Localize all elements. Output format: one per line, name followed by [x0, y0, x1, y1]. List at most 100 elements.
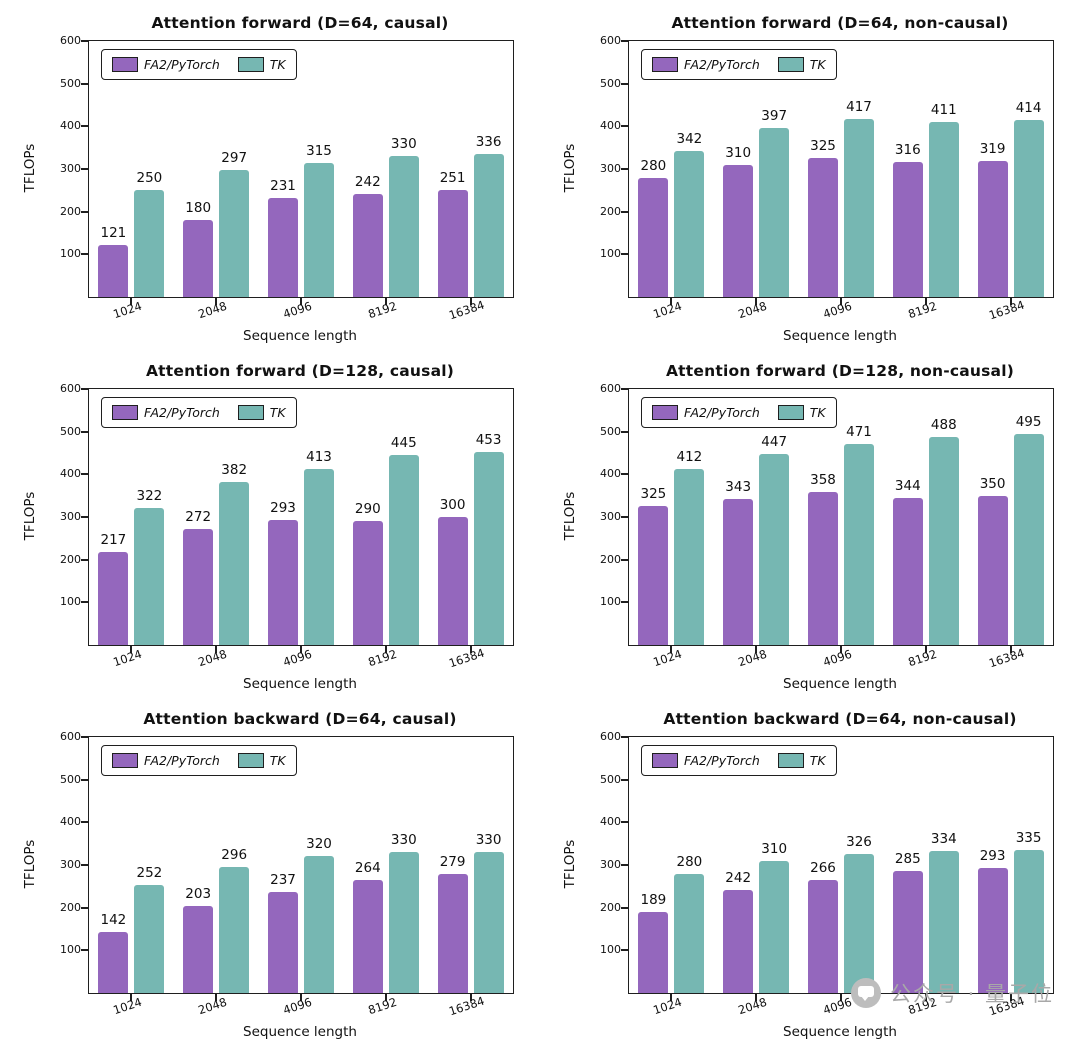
bar-value-label: 414: [1015, 100, 1042, 117]
y-tick-mark: [81, 210, 89, 213]
y-tick-label: 100: [60, 943, 81, 957]
y-tick-mark: [621, 558, 629, 561]
y-tick-mark: [621, 388, 629, 390]
x-tick-mark: [755, 645, 758, 653]
x-tick-mark: [1009, 297, 1012, 305]
bar-tk: [473, 153, 504, 297]
legend-swatch-fa2: [652, 405, 678, 420]
chart-attention-backward-d64-causal: Attention backward (D=64, causal) TFLOPs…: [0, 698, 540, 1046]
bar-fa2-pytorch: [268, 520, 298, 645]
bar-value-label: 336: [475, 133, 502, 150]
bar-tk: [1013, 433, 1044, 645]
y-tick-label: 100: [600, 247, 621, 261]
x-tick-label: 16384: [986, 297, 1026, 323]
y-tick-mark: [621, 864, 629, 866]
legend-swatch-tk: [237, 753, 264, 768]
bar-fa2-pytorch: [977, 160, 1008, 297]
bar-tk: [134, 190, 165, 297]
legend-label-tk: TK: [809, 57, 826, 72]
bar-tk: [473, 852, 504, 993]
x-tick-mark: [840, 645, 842, 653]
speech-bubble-body: [857, 986, 874, 997]
bar-value-label: 310: [761, 840, 788, 857]
bar-value-label: 320: [306, 836, 332, 853]
y-tick-label: 300: [60, 510, 81, 523]
y-tick-label: 600: [60, 34, 81, 47]
bar-fa2-pytorch: [437, 873, 468, 993]
x-tick-label: 1024: [111, 298, 144, 322]
bar-value-label: 300: [439, 497, 466, 513]
bar-value-label: 495: [1015, 413, 1042, 430]
legend: FA2/PyTorch TK: [641, 49, 837, 80]
y-tick-label: 600: [60, 382, 81, 395]
y-tick-mark: [81, 558, 89, 561]
bar-tk: [388, 455, 419, 645]
bar-tk: [1013, 850, 1044, 993]
legend-item-fa2: FA2/PyTorch: [112, 57, 220, 72]
plot-area: FA2/PyTorch TK 100 200 300 400 500 600 1024 217…: [60, 382, 514, 670]
legend-swatch-tk: [237, 57, 264, 72]
chart-title: Attention forward (D=128, non-causal): [665, 362, 1014, 380]
legend-item-tk: TK: [237, 57, 286, 72]
bar-fa2-pytorch: [638, 506, 669, 645]
y-tick-label: 400: [600, 467, 621, 481]
x-tick-mark: [840, 993, 842, 1001]
y-tick-mark: [81, 388, 89, 390]
bar-value-label: 316: [894, 142, 921, 159]
y-tick-label: 200: [600, 552, 621, 566]
x-tick-label: 4096: [281, 298, 314, 322]
legend-swatch-fa2: [112, 405, 138, 420]
x-tick-mark: [300, 645, 302, 653]
x-tick-label: 2048: [736, 298, 769, 322]
y-tick-mark: [621, 82, 629, 85]
y-tick-label: 200: [60, 900, 81, 914]
x-tick-label: 4096: [821, 298, 854, 322]
x-tick-mark: [469, 645, 472, 653]
bar-fa2-pytorch: [437, 189, 468, 297]
chart-attention-forward-d64-causal: Attention forward (D=64, causal) TFLOPs …: [0, 2, 540, 350]
bar-fa2-pytorch: [723, 164, 754, 297]
x-tick-label: 1024: [651, 298, 684, 322]
bar-value-label: 315: [306, 142, 332, 159]
x-tick-label: 4096: [281, 646, 314, 670]
y-axis-label: TFLOPs: [22, 839, 38, 889]
x-tick-label: 4096: [281, 994, 314, 1018]
chart-title: Attention forward (D=64, causal): [151, 14, 449, 32]
y-tick-label: 500: [600, 424, 621, 438]
bar-value-label: 382: [221, 462, 248, 479]
x-tick-mark: [300, 993, 302, 1001]
bar-value-label: 217: [100, 532, 127, 549]
legend: FA2/PyTorch TK: [101, 49, 297, 80]
x-tick-mark: [670, 297, 673, 305]
bar-tk: [844, 853, 874, 993]
y-axis-label: TFLOPs: [562, 491, 578, 541]
speech-bubble-icon: [850, 978, 881, 1008]
x-tick-label: 16384: [446, 993, 486, 1019]
bar-value-label: 334: [930, 830, 957, 847]
x-tick-label: 1024: [111, 646, 144, 670]
bar-value-label: 413: [306, 448, 332, 465]
legend-swatch-fa2: [652, 57, 678, 72]
chart-attention-forward-d128-noncausal: Attention forward (D=128, non-causal) TF…: [540, 350, 1080, 698]
plot-area: FA2/PyTorch TK 100 200 300 400 500 600 1024 142…: [60, 730, 514, 1018]
x-tick-label: 4096: [821, 646, 854, 670]
legend-item-tk: TK: [777, 753, 826, 768]
bar-value-label: 411: [930, 101, 957, 118]
legend-item-fa2: FA2/PyTorch: [652, 57, 760, 72]
bar-value-label: 266: [810, 859, 836, 876]
legend-item-tk: TK: [237, 405, 286, 420]
y-tick-label: 600: [60, 730, 81, 743]
legend-swatch-tk: [777, 753, 804, 768]
bar-tk: [674, 469, 705, 645]
legend: FA2/PyTorch TK: [641, 397, 837, 428]
legend-item-fa2: FA2/PyTorch: [652, 405, 760, 420]
y-tick-label: 600: [600, 730, 621, 743]
y-tick-mark: [621, 40, 629, 42]
y-tick-label: 200: [600, 204, 621, 218]
y-tick-mark: [81, 778, 89, 781]
y-tick-label: 300: [60, 858, 81, 871]
bar-tk: [304, 162, 334, 297]
bar-tk: [304, 856, 334, 993]
y-axis-label: TFLOPs: [562, 143, 578, 193]
bar-tk: [759, 127, 790, 297]
